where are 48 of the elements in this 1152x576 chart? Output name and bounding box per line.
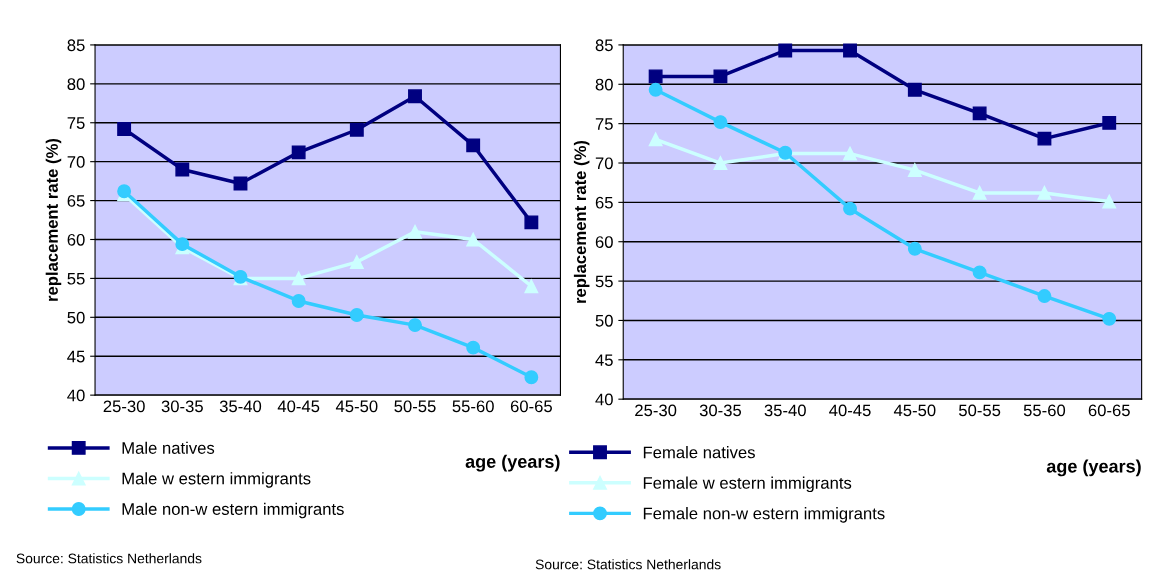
legend-label: Male w estern immigrants	[122, 472, 311, 488]
y-tick-label: 60	[67, 233, 85, 246]
y-tick-label: 70	[595, 157, 613, 170]
y-tick-label: 55	[67, 272, 85, 285]
x-tick-label: 35-40	[764, 404, 806, 417]
legend-label: Male natives	[122, 441, 215, 454]
y-axis-title: replacement rate (%)	[45, 138, 62, 301]
y-tick-label: 85	[67, 39, 85, 52]
x-tick-label: 40-45	[829, 404, 871, 417]
legend-label: Female natives	[643, 446, 755, 459]
x-tick-label: 55-60	[1023, 404, 1066, 417]
y-tick-label: 65	[67, 194, 85, 207]
source-note: Source: Statistics Netherlands	[535, 559, 721, 570]
y-tick-label: 75	[595, 118, 613, 130]
source-note: Source: Statistics Netherlands	[16, 553, 202, 564]
y-tick-label: 50	[67, 311, 85, 324]
x-axis-title: age (years)	[465, 454, 560, 472]
x-tick-label: 25-30	[635, 404, 677, 417]
x-tick-label: 35-40	[219, 400, 262, 413]
x-tick-label: 45-50	[335, 400, 378, 413]
x-tick-label: 30-35	[161, 400, 203, 413]
y-tick-label: 55	[595, 275, 613, 288]
y-tick-label: 80	[595, 78, 613, 91]
y-tick-label: 75	[67, 117, 85, 129]
y-tick-label: 50	[595, 314, 613, 327]
legend-label: Male non-w estern immigrants	[122, 502, 344, 519]
y-tick-label: 85	[595, 39, 613, 52]
x-tick-label: 30-35	[699, 404, 742, 417]
x-tick-label: 45-50	[893, 404, 936, 417]
x-tick-label: 25-30	[103, 400, 145, 413]
legend-label: Female w estern immigrants	[643, 476, 852, 493]
y-tick-label: 45	[595, 354, 613, 367]
x-axis-title: age (years)	[1046, 459, 1141, 477]
x-tick-label: 60-65	[510, 400, 552, 413]
x-tick-label: 50-55	[958, 404, 1001, 417]
y-tick-label: 80	[67, 78, 85, 91]
y-tick-label: 60	[595, 236, 613, 248]
y-tick-label: 40	[595, 393, 613, 406]
x-tick-label: 50-55	[394, 400, 436, 413]
x-tick-label: 40-45	[277, 400, 320, 413]
y-tick-label: 70	[67, 156, 85, 168]
legend-label: Female non-w estern immigrants	[643, 507, 885, 523]
y-tick-label: 45	[67, 350, 85, 363]
y-tick-label: 40	[67, 389, 85, 402]
y-axis-title: replacement rate (%)	[573, 140, 590, 303]
y-tick-label: 65	[595, 196, 613, 209]
x-tick-label: 60-65	[1088, 404, 1130, 417]
x-tick-label: 55-60	[452, 400, 494, 413]
